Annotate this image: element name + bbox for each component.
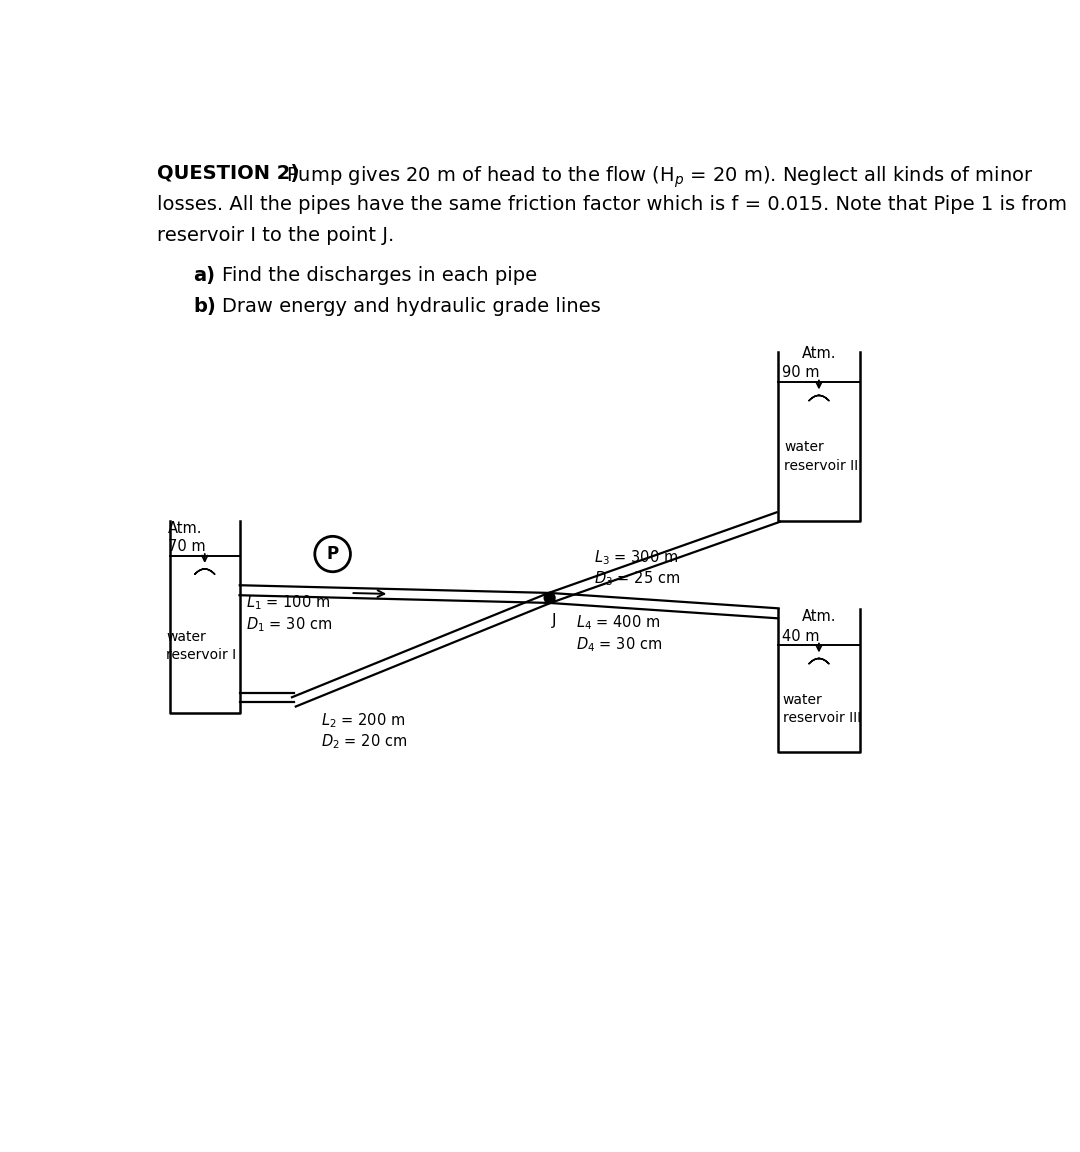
Text: Pump gives 20 m of head to the flow (H$_p$ = 20 m). Neglect all kinds of minor: Pump gives 20 m of head to the flow (H$_… — [286, 165, 1034, 190]
Text: 70 m: 70 m — [168, 539, 206, 554]
Text: Atm.: Atm. — [801, 347, 836, 362]
Text: water
reservoir II: water reservoir II — [784, 440, 859, 472]
Text: P: P — [326, 545, 339, 563]
Text: a): a) — [193, 266, 215, 285]
Text: 40 m: 40 m — [782, 629, 820, 644]
Text: J: J — [552, 613, 556, 628]
Text: $L_4$ = 400 m
$D_4$ = 30 cm: $L_4$ = 400 m $D_4$ = 30 cm — [576, 614, 662, 654]
Text: losses. All the pipes have the same friction factor which is f = 0.015. Note tha: losses. All the pipes have the same fric… — [157, 195, 1067, 214]
Text: QUESTION 2): QUESTION 2) — [157, 165, 299, 183]
Text: $L_3$ = 300 m
$D_3$ = 25 cm: $L_3$ = 300 m $D_3$ = 25 cm — [594, 548, 680, 589]
Text: Atm.: Atm. — [801, 609, 836, 624]
Text: Draw energy and hydraulic grade lines: Draw energy and hydraulic grade lines — [221, 297, 600, 316]
Text: 90 m: 90 m — [782, 365, 820, 380]
Text: reservoir I to the point J.: reservoir I to the point J. — [157, 226, 394, 245]
Circle shape — [314, 537, 350, 571]
Text: b): b) — [193, 297, 216, 316]
Text: $L_2$ = 200 m
$D_2$ = 20 cm: $L_2$ = 200 m $D_2$ = 20 cm — [321, 711, 407, 751]
Text: water
reservoir III: water reservoir III — [783, 694, 861, 726]
Text: $L_1$ = 100 m
$D_1$ = 30 cm: $L_1$ = 100 m $D_1$ = 30 cm — [246, 593, 332, 634]
Text: Find the discharges in each pipe: Find the discharges in each pipe — [221, 266, 537, 285]
Text: water
reservoir I: water reservoir I — [166, 630, 237, 662]
Text: Atm.: Atm. — [168, 521, 203, 536]
Circle shape — [544, 592, 555, 604]
